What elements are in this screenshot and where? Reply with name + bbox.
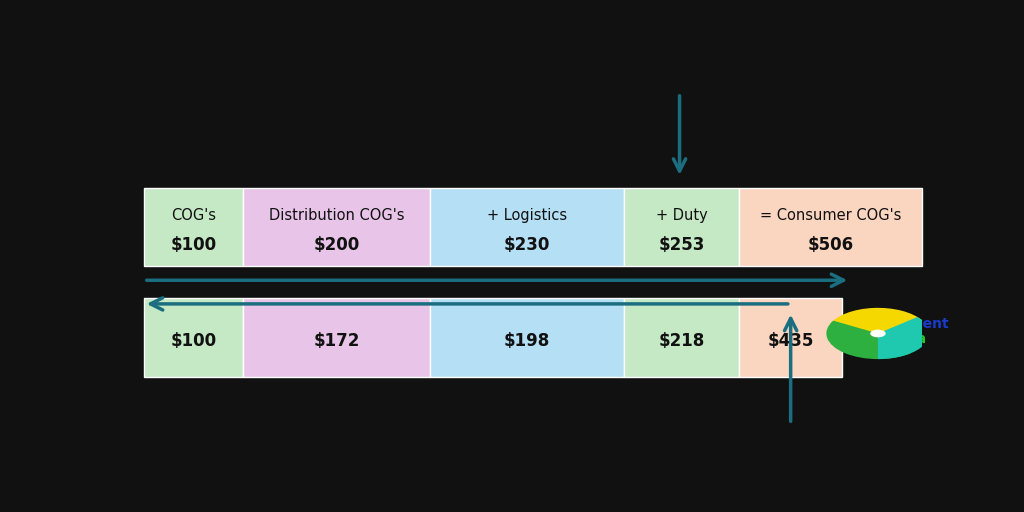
Text: $198: $198	[504, 332, 550, 350]
Wedge shape	[826, 321, 911, 359]
Bar	[143, 298, 243, 377]
Text: $506: $506	[807, 236, 853, 254]
Text: Acia: Acia	[894, 332, 927, 347]
Text: = Consumer COG's: = Consumer COG's	[760, 208, 901, 223]
Text: $100: $100	[170, 332, 216, 350]
Text: $100: $100	[170, 236, 216, 254]
Bar	[143, 187, 243, 266]
Text: COG's: COG's	[171, 208, 216, 223]
Text: + Logistics: + Logistics	[486, 208, 567, 223]
Bar	[243, 298, 430, 377]
Text: $172: $172	[313, 332, 359, 350]
Circle shape	[870, 330, 886, 337]
Text: $200: $200	[313, 236, 359, 254]
Wedge shape	[829, 308, 923, 333]
Text: Distribution COG's: Distribution COG's	[268, 208, 404, 223]
Text: $253: $253	[658, 236, 705, 254]
Text: $435: $435	[767, 332, 814, 350]
Text: + Duty: + Duty	[655, 208, 708, 223]
Bar	[739, 187, 922, 266]
Bar	[430, 298, 624, 377]
Text: $230: $230	[504, 236, 550, 254]
Text: Advent: Advent	[894, 316, 949, 331]
Bar	[739, 298, 842, 377]
Wedge shape	[878, 317, 930, 359]
Bar	[624, 187, 739, 266]
Bar	[243, 187, 430, 266]
Bar	[624, 298, 739, 377]
Text: $218: $218	[658, 332, 705, 350]
Bar	[430, 187, 624, 266]
